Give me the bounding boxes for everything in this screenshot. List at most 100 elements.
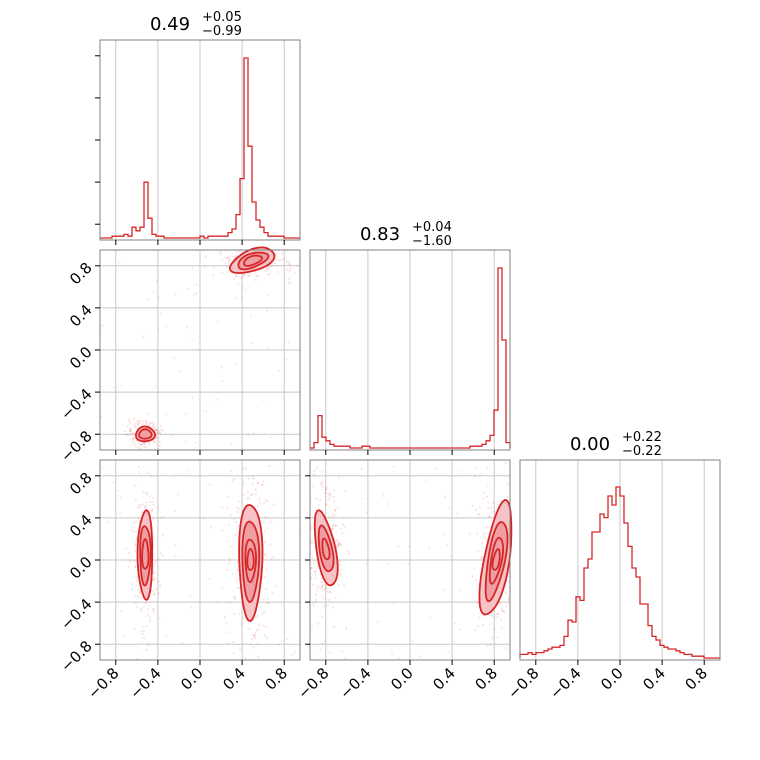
scatter-point (112, 481, 115, 484)
scatter-point (268, 267, 271, 270)
scatter-point (347, 552, 351, 555)
scatter-point (216, 601, 219, 604)
scatter-point (258, 501, 261, 504)
scatter-point (133, 442, 136, 445)
scatter-point (393, 602, 396, 605)
scatter-point (491, 614, 494, 618)
scatter-panel-1-3 (95, 459, 301, 665)
scatter-point (135, 579, 138, 582)
scatter-point (235, 506, 239, 509)
scatter-point (229, 470, 233, 473)
scatter-point (313, 571, 316, 574)
scatter-point (484, 526, 487, 529)
scatter-point (475, 508, 478, 512)
scatter-point (271, 556, 275, 559)
scatter-point (328, 492, 331, 495)
scatter-point (475, 466, 478, 469)
scatter-point (221, 529, 224, 532)
scatter-point (145, 421, 148, 424)
x-tick-label: 0.4 (219, 664, 249, 694)
scatter-point (331, 513, 334, 516)
scatter-point (129, 429, 132, 432)
scatter-point (453, 640, 456, 643)
scatter-point (267, 597, 270, 600)
scatter-point (480, 541, 484, 545)
scatter-point (142, 503, 145, 506)
scatter-point (429, 617, 432, 620)
scatter-point (153, 592, 156, 595)
scatter-point (256, 643, 259, 646)
scatter-point (264, 499, 267, 502)
scatter-point (224, 615, 227, 618)
scatter-point (164, 635, 167, 638)
diag-panel-2 (309, 249, 511, 455)
scatter-point (257, 628, 260, 631)
scatter-point (234, 533, 237, 536)
histogram-1 (100, 57, 300, 239)
scatter-point (248, 628, 251, 631)
scatter-point (129, 438, 132, 441)
scatter-point (474, 475, 477, 478)
scatter-point (334, 524, 338, 528)
scatter-point (236, 568, 239, 571)
scatter-point (155, 429, 158, 432)
scatter-point (138, 441, 141, 445)
scatter-point (113, 386, 116, 389)
scatter-point (264, 267, 268, 271)
scatter-point (135, 440, 138, 443)
scatter-point (324, 486, 328, 489)
scatter-point (137, 516, 141, 519)
scatter-point (232, 640, 235, 644)
scatter-point (387, 562, 390, 565)
scatter-point (474, 629, 477, 632)
scatter-point (191, 396, 194, 399)
scatter-point (149, 500, 152, 504)
scatter-point (160, 428, 163, 432)
param-3-median: 0.00 (570, 434, 610, 455)
scatter-point (152, 608, 156, 611)
scatter-point (134, 422, 137, 426)
scatter-point (488, 516, 491, 519)
scatter-point (159, 433, 162, 436)
scatter-point (241, 275, 245, 278)
x-tick-label: −0.4 (336, 664, 374, 702)
scatter-point (252, 646, 255, 649)
scatter-point (234, 596, 237, 599)
scatter-point (145, 493, 149, 496)
scatter-point (244, 288, 247, 291)
scatter-point (344, 489, 347, 492)
scatter-point (324, 584, 328, 587)
scatter-point (152, 441, 156, 444)
scatter-point (332, 524, 335, 527)
scatter-point (258, 497, 261, 500)
scatter-point (331, 528, 334, 531)
scatter-point (132, 436, 135, 440)
scatter-point (326, 590, 329, 593)
scatter-point (312, 583, 315, 586)
scatter-point (247, 433, 250, 436)
scatter-point (280, 639, 283, 642)
scatter-point (119, 496, 122, 499)
scatter-point (444, 495, 447, 498)
scatter-point (504, 591, 507, 594)
scatter-point (140, 442, 143, 445)
scatter-point (320, 585, 324, 588)
scatter-point (327, 499, 330, 502)
scatter-point (129, 427, 133, 430)
scatter-point (261, 612, 264, 615)
scatter-point (342, 523, 345, 526)
scatter-point (252, 477, 255, 481)
scatter-point (157, 436, 160, 439)
scatter-point (262, 624, 265, 627)
scatter-point (331, 527, 334, 530)
scatter-point (137, 446, 140, 449)
scatter-point (316, 589, 319, 592)
scatter-point (174, 555, 177, 558)
scatter-point (192, 293, 195, 296)
scatter-point (251, 342, 254, 345)
scatter-point (328, 497, 331, 500)
scatter-point (151, 589, 154, 592)
scatter-point (339, 572, 342, 575)
scatter-point (137, 419, 140, 422)
scatter-point (507, 595, 510, 598)
